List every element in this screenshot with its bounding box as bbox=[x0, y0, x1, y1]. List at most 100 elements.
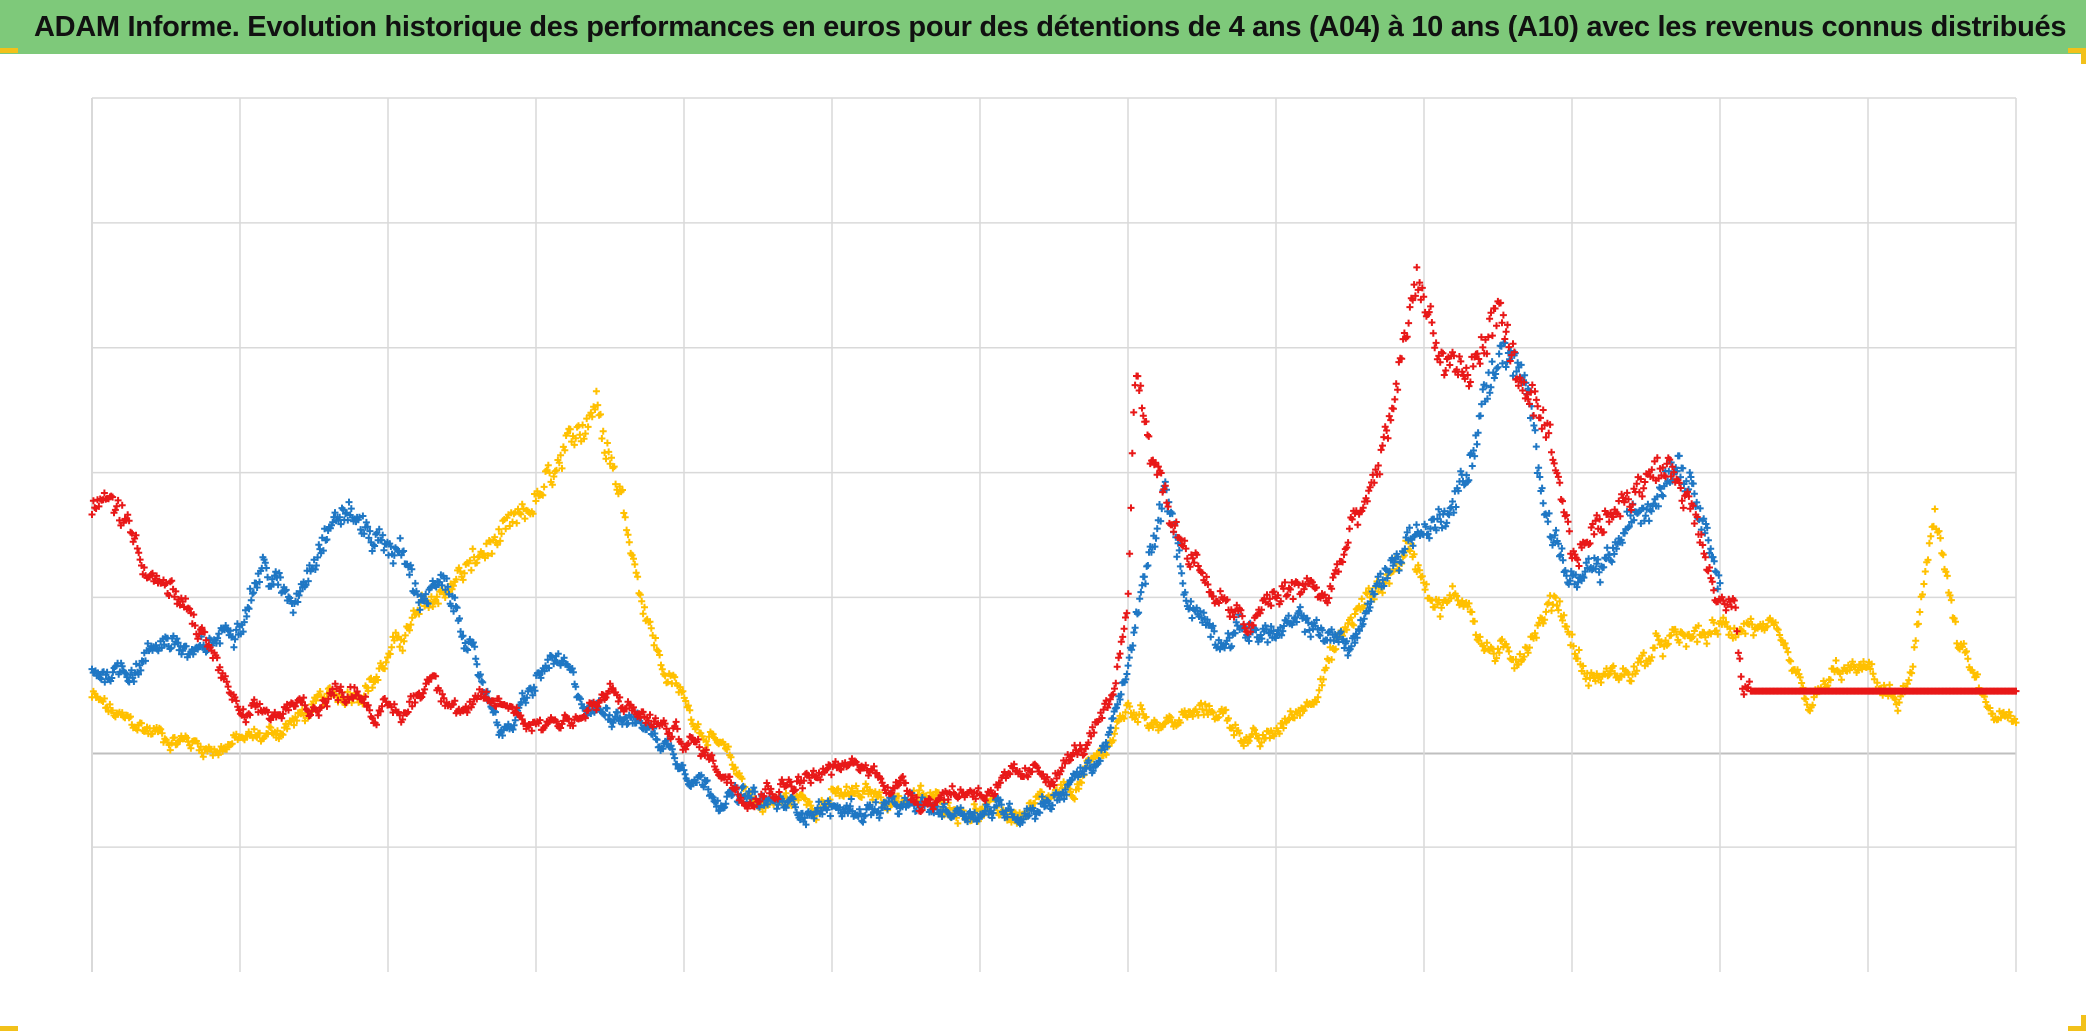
data-point bbox=[1556, 597, 1564, 605]
data-point bbox=[756, 797, 764, 805]
data-point bbox=[636, 591, 644, 599]
data-point bbox=[2012, 719, 2020, 727]
data-point bbox=[1544, 518, 1552, 526]
data-point bbox=[623, 720, 631, 728]
corner-accent-bottom-right-side bbox=[2081, 1015, 2086, 1031]
data-point bbox=[1068, 776, 1076, 783]
data-point bbox=[1038, 793, 1046, 801]
data-point bbox=[1468, 462, 1476, 470]
data-point bbox=[1568, 572, 1576, 580]
data-point bbox=[1106, 728, 1113, 736]
data-point bbox=[1640, 484, 1648, 492]
data-point bbox=[484, 552, 492, 560]
data-point bbox=[838, 812, 846, 820]
data-point bbox=[913, 794, 921, 801]
data-point bbox=[1256, 609, 1264, 617]
data-point bbox=[1313, 616, 1320, 624]
data-point bbox=[1135, 609, 1143, 617]
data-point bbox=[179, 647, 187, 655]
data-point bbox=[1558, 545, 1566, 552]
data-point bbox=[1380, 433, 1388, 441]
data-point bbox=[517, 712, 525, 719]
data-point bbox=[1520, 378, 1528, 386]
data-point bbox=[683, 777, 691, 785]
data-point bbox=[1550, 538, 1558, 546]
data-point bbox=[638, 597, 646, 605]
data-point bbox=[1190, 559, 1198, 567]
data-point bbox=[530, 683, 538, 691]
data-point bbox=[262, 564, 270, 572]
data-point bbox=[1641, 478, 1649, 486]
data-point bbox=[1395, 567, 1403, 574]
data-point bbox=[1379, 442, 1386, 450]
data-point bbox=[1376, 470, 1384, 478]
data-point bbox=[1347, 614, 1355, 622]
data-point bbox=[789, 795, 797, 803]
data-point bbox=[302, 581, 310, 589]
data-point bbox=[810, 814, 818, 822]
data-point bbox=[480, 694, 488, 702]
data-point bbox=[1854, 666, 1862, 674]
data-point bbox=[895, 810, 903, 818]
data-point bbox=[800, 777, 808, 785]
data-point bbox=[304, 577, 312, 585]
data-point bbox=[432, 583, 440, 591]
data-point bbox=[610, 463, 618, 471]
data-point bbox=[1198, 569, 1206, 577]
data-point bbox=[1947, 596, 1955, 604]
data-point bbox=[1557, 551, 1565, 559]
data-point bbox=[1592, 565, 1600, 573]
data-point bbox=[1618, 490, 1626, 498]
data-point bbox=[1117, 638, 1125, 646]
data-point bbox=[1405, 319, 1413, 327]
data-point bbox=[1128, 646, 1136, 654]
data-point bbox=[1499, 359, 1506, 367]
data-point bbox=[1532, 443, 1540, 451]
data-point bbox=[285, 593, 292, 601]
data-point bbox=[1446, 361, 1454, 369]
data-point bbox=[560, 654, 568, 662]
data-point bbox=[250, 725, 258, 733]
data-point bbox=[1189, 712, 1197, 720]
data-point bbox=[214, 634, 222, 642]
data-point bbox=[1387, 416, 1395, 424]
data-point bbox=[167, 644, 175, 652]
data-point bbox=[1701, 529, 1709, 537]
data-point bbox=[246, 585, 254, 593]
data-point bbox=[337, 683, 345, 691]
data-point bbox=[694, 735, 702, 743]
data-point bbox=[479, 678, 487, 686]
data-point bbox=[492, 702, 500, 710]
data-point bbox=[401, 631, 409, 639]
data-point bbox=[1207, 633, 1215, 641]
data-point bbox=[1704, 536, 1712, 544]
data-point bbox=[1935, 527, 1943, 535]
data-point bbox=[316, 688, 324, 695]
data-point bbox=[553, 718, 560, 726]
data-point bbox=[1609, 662, 1617, 670]
data-point bbox=[1476, 360, 1484, 368]
data-point bbox=[1383, 574, 1391, 582]
data-point bbox=[89, 497, 97, 505]
data-point bbox=[1531, 426, 1539, 434]
data-point bbox=[1663, 460, 1671, 468]
data-point bbox=[646, 711, 654, 719]
data-point bbox=[1006, 770, 1014, 778]
data-point bbox=[546, 469, 554, 477]
data-point bbox=[1690, 490, 1698, 498]
data-point bbox=[993, 802, 1001, 810]
data-point bbox=[559, 717, 567, 725]
data-point bbox=[368, 714, 376, 722]
data-point bbox=[1142, 580, 1149, 588]
data-point bbox=[1292, 613, 1300, 621]
data-point bbox=[1515, 382, 1522, 390]
data-point bbox=[1031, 799, 1039, 807]
data-point bbox=[460, 569, 468, 577]
data-point bbox=[1573, 583, 1581, 591]
data-point bbox=[429, 603, 437, 610]
data-point bbox=[456, 568, 464, 575]
data-point bbox=[544, 461, 552, 469]
data-point bbox=[1267, 602, 1275, 610]
data-point bbox=[360, 530, 368, 538]
data-point bbox=[1137, 701, 1145, 709]
